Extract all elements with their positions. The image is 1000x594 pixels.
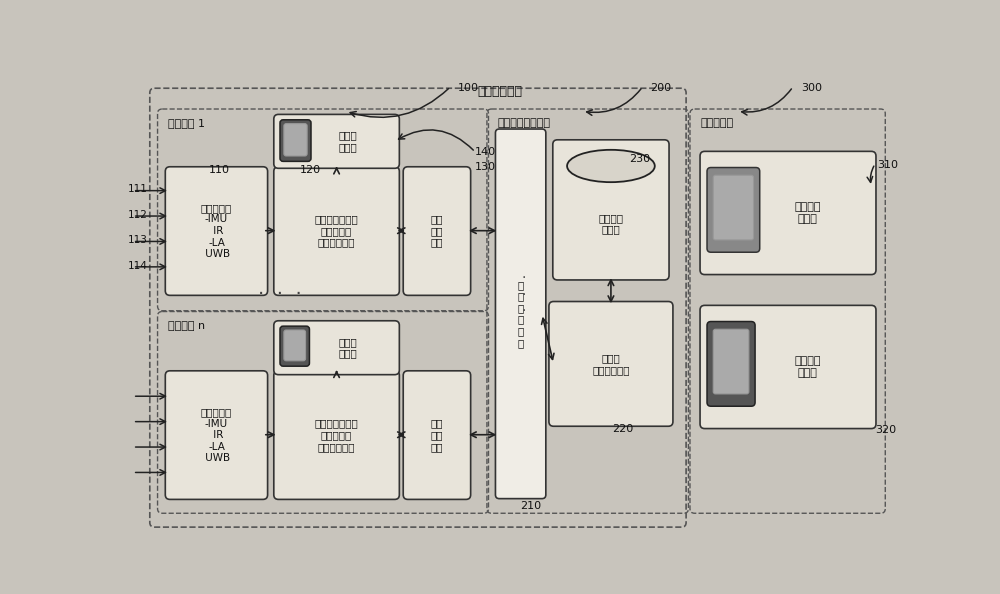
FancyBboxPatch shape: [284, 124, 307, 156]
Text: 传感模块：
-IMU
 IR
-LA
 UWB: 传感模块： -IMU IR -LA UWB: [201, 203, 232, 259]
FancyBboxPatch shape: [165, 167, 268, 295]
FancyBboxPatch shape: [495, 129, 546, 498]
Text: 130: 130: [475, 162, 496, 172]
Text: 室内地图
数据库: 室内地图 数据库: [598, 213, 623, 235]
Text: 112: 112: [127, 210, 147, 220]
Text: 140: 140: [475, 147, 496, 157]
Text: 信
息
传
输
模
块: 信 息 传 输 模 块: [518, 280, 524, 348]
Text: 远程指挥
监控端: 远程指挥 监控端: [794, 202, 821, 224]
Text: 220: 220: [612, 424, 633, 434]
FancyBboxPatch shape: [707, 168, 760, 252]
Ellipse shape: [567, 150, 655, 182]
Text: 100: 100: [458, 83, 479, 93]
Text: 导航定位服务器端: 导航定位服务器端: [498, 118, 551, 128]
Text: 指挥监控端: 指挥监控端: [701, 118, 734, 128]
FancyBboxPatch shape: [403, 371, 471, 500]
Text: 现场指挥
监控端: 现场指挥 监控端: [794, 356, 821, 378]
Text: 传感模块：
-IMU
 IR
-LA
 UWB: 传感模块： -IMU IR -LA UWB: [201, 407, 232, 463]
Text: 信息
传输
模块: 信息 传输 模块: [431, 419, 443, 451]
Text: 230: 230: [629, 154, 650, 165]
Text: 310: 310: [877, 160, 898, 170]
Text: 信息处理模块：
信息预处理
本地航迹推算: 信息处理模块： 信息预处理 本地航迹推算: [315, 214, 358, 248]
Text: 终端设备 n: 终端设备 n: [168, 321, 206, 331]
FancyBboxPatch shape: [284, 330, 306, 361]
Text: 信息处理模块：
信息预处理
本地航迹推算: 信息处理模块： 信息预处理 本地航迹推算: [315, 419, 358, 451]
FancyBboxPatch shape: [707, 321, 755, 406]
FancyBboxPatch shape: [713, 329, 749, 394]
FancyBboxPatch shape: [274, 371, 399, 500]
FancyBboxPatch shape: [274, 167, 399, 295]
Text: ·  ·  ·: · · ·: [258, 285, 302, 304]
FancyBboxPatch shape: [280, 326, 309, 366]
Text: 300: 300: [801, 83, 822, 93]
Text: 终端设备 1: 终端设备 1: [168, 118, 205, 128]
FancyBboxPatch shape: [274, 321, 399, 375]
Text: 111: 111: [127, 185, 147, 194]
FancyBboxPatch shape: [700, 151, 876, 274]
Text: 信息
传输
模块: 信息 传输 模块: [431, 214, 443, 248]
Text: 114: 114: [127, 261, 147, 271]
FancyBboxPatch shape: [165, 371, 268, 500]
Text: 高性能
信息处理平台: 高性能 信息处理平台: [592, 353, 630, 375]
FancyBboxPatch shape: [553, 140, 669, 280]
Text: 110: 110: [209, 165, 230, 175]
Text: 113: 113: [127, 235, 147, 245]
FancyBboxPatch shape: [549, 302, 673, 426]
Text: 210: 210: [520, 501, 541, 511]
FancyBboxPatch shape: [274, 115, 399, 168]
Text: 无线数据链路: 无线数据链路: [478, 85, 523, 98]
Text: 200: 200: [650, 83, 672, 93]
FancyBboxPatch shape: [280, 120, 311, 162]
FancyBboxPatch shape: [700, 305, 876, 428]
Text: 本地显
示模块: 本地显 示模块: [339, 131, 358, 152]
FancyBboxPatch shape: [403, 167, 471, 295]
Text: 本地显
示模块: 本地显 示模块: [339, 337, 358, 359]
Text: 320: 320: [875, 425, 896, 435]
FancyBboxPatch shape: [713, 175, 754, 240]
Text: ·
·
·: · · ·: [522, 271, 526, 318]
Text: 120: 120: [299, 165, 320, 175]
